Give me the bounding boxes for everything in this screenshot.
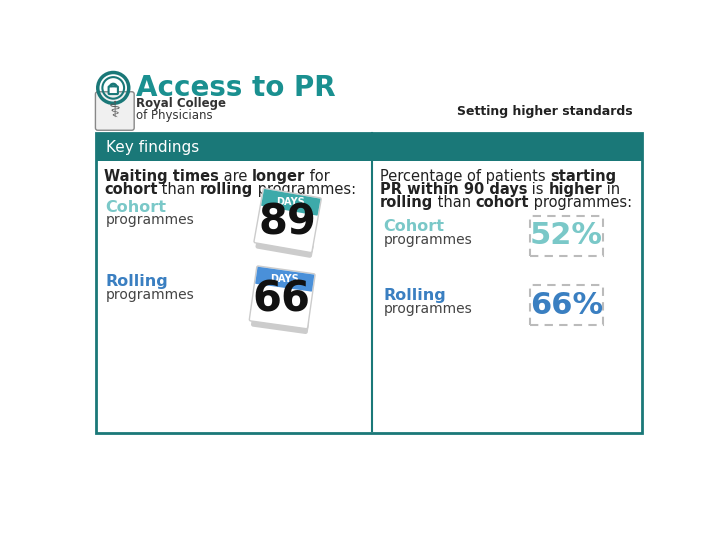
FancyBboxPatch shape: [96, 92, 134, 130]
Text: Rolling: Rolling: [106, 274, 168, 289]
Text: Percentage of patients: Percentage of patients: [380, 168, 550, 184]
Text: PR within 90 days: PR within 90 days: [380, 182, 527, 197]
Text: 89: 89: [258, 202, 316, 244]
Text: 52%: 52%: [530, 221, 603, 250]
Text: of Physicians: of Physicians: [137, 109, 213, 122]
Text: cohort: cohort: [104, 182, 158, 197]
Text: Access to PR: Access to PR: [137, 74, 336, 102]
Text: starting: starting: [550, 168, 616, 184]
Text: higher: higher: [549, 182, 602, 197]
Text: cohort: cohort: [476, 195, 529, 210]
Text: Cohort: Cohort: [384, 219, 445, 234]
FancyBboxPatch shape: [251, 313, 309, 334]
Text: than: than: [433, 195, 476, 210]
Text: Waiting times: Waiting times: [104, 168, 219, 184]
Text: programmes: programmes: [106, 213, 194, 227]
FancyBboxPatch shape: [530, 215, 603, 256]
Text: is: is: [527, 182, 549, 197]
Text: than: than: [158, 182, 200, 197]
Text: programmes: programmes: [384, 233, 472, 247]
Text: programmes: programmes: [106, 288, 194, 302]
FancyBboxPatch shape: [256, 235, 314, 258]
Text: Cohort: Cohort: [106, 200, 166, 215]
Text: rolling: rolling: [380, 195, 433, 210]
FancyBboxPatch shape: [254, 188, 321, 253]
Text: rolling: rolling: [200, 182, 253, 197]
FancyBboxPatch shape: [96, 132, 642, 433]
FancyBboxPatch shape: [256, 267, 314, 292]
Text: DAYS: DAYS: [271, 274, 299, 284]
Text: programmes:: programmes:: [253, 182, 356, 197]
FancyBboxPatch shape: [261, 189, 320, 215]
Text: are: are: [219, 168, 252, 184]
Text: Setting higher standards: Setting higher standards: [457, 105, 632, 118]
FancyBboxPatch shape: [109, 86, 118, 94]
Text: in: in: [602, 182, 621, 197]
Text: programmes: programmes: [384, 302, 472, 316]
Text: Key findings: Key findings: [106, 140, 199, 154]
FancyBboxPatch shape: [96, 132, 642, 161]
Text: 66%: 66%: [530, 291, 603, 320]
Text: programmes:: programmes:: [529, 195, 632, 210]
FancyBboxPatch shape: [249, 266, 315, 329]
Text: Rolling: Rolling: [384, 288, 446, 303]
Text: longer: longer: [252, 168, 305, 184]
Text: ⚕: ⚕: [109, 101, 121, 121]
Text: 66: 66: [253, 279, 311, 321]
FancyBboxPatch shape: [530, 285, 603, 325]
Text: DAYS: DAYS: [276, 197, 305, 207]
Text: for: for: [305, 168, 330, 184]
Text: Royal College: Royal College: [137, 97, 227, 110]
